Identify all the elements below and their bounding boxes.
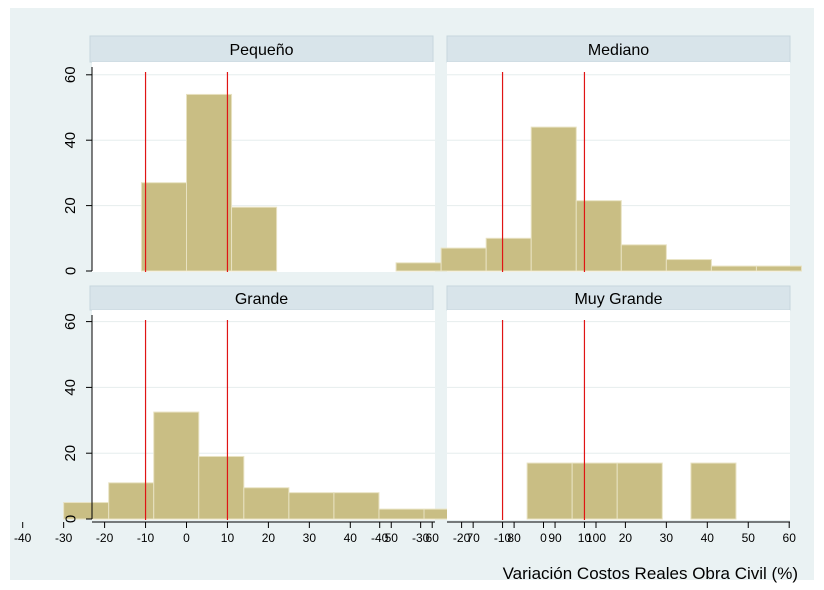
y-tick-label: 60: [62, 66, 79, 83]
histogram-bar: [153, 411, 200, 520]
x-tick-label: -40: [371, 531, 389, 545]
histogram-bar: [665, 259, 712, 272]
x-tick-label: 20: [262, 531, 276, 545]
x-tick-label: -20: [453, 531, 471, 545]
y-tick-label: 40: [62, 379, 79, 396]
x-axis-title: Variación Costos Reales Obra Civil (%): [503, 564, 798, 583]
histogram-bar: [395, 262, 442, 272]
histogram-bar: [378, 508, 425, 520]
histogram-bar: [690, 462, 737, 520]
x-tick-label: 20: [619, 531, 633, 545]
histogram-bar: [243, 487, 290, 520]
x-tick-label: 70: [466, 531, 480, 545]
y-tick-label: 40: [62, 132, 79, 149]
facet-panel: Grande 0 20 40 60 -40 -30 -20 -10 0 10 20 30 40 50 60 70…: [14, 285, 606, 545]
x-tick-label: 0: [540, 531, 547, 545]
x-tick-label: 60: [426, 531, 440, 545]
x-tick-label: 80: [507, 531, 521, 545]
x-tick-label: 100: [586, 531, 606, 545]
histogram-bar: [186, 93, 233, 272]
x-tick-label: -10: [137, 531, 155, 545]
y-tick-label: 0: [62, 267, 79, 275]
facet-panel: Muy Grande -40 -30 -20 -10 0 10 20 30 40 50 60 70 80 9…: [371, 285, 824, 545]
x-tick-label: 60: [783, 531, 797, 545]
x-tick-label: 50: [385, 531, 399, 545]
y-tick-label: 20: [62, 197, 79, 214]
x-tick-label: -40: [14, 531, 32, 545]
x-tick-label: 10: [221, 531, 235, 545]
x-tick-label: -30: [55, 531, 73, 545]
x-tick-label: -20: [96, 531, 114, 545]
x-tick-label: 30: [660, 531, 674, 545]
facet-strip: [446, 285, 791, 311]
facet-title: Grande: [235, 291, 288, 308]
histogram-bar: [620, 244, 667, 272]
histogram-bar: [575, 200, 622, 272]
facet-title: Muy Grande: [574, 291, 662, 308]
histogram-bar: [440, 247, 487, 272]
histogram-bar: [526, 462, 573, 520]
facet-title: Mediano: [588, 42, 649, 59]
x-tick-label: 90: [548, 531, 562, 545]
facet-title: Pequeño: [229, 42, 293, 59]
x-tick-label: -10: [494, 531, 512, 545]
x-tick-label: 40: [344, 531, 358, 545]
y-tick-label: 20: [62, 445, 79, 462]
facet-strip: [89, 285, 434, 311]
y-tick-label: 60: [62, 313, 79, 330]
facet-panel: Pequeño 0 20 40 60: [62, 35, 435, 275]
histogram-bar: [288, 492, 335, 520]
histogram-bar: [485, 237, 532, 272]
histogram-bar: [571, 462, 618, 520]
histogram-bar: [530, 126, 577, 272]
histogram-bar: [108, 482, 155, 520]
histogram-bar: [755, 265, 802, 272]
histogram-bar: [710, 265, 757, 272]
x-tick-label: -30: [412, 531, 430, 545]
facet-strip: [89, 35, 434, 63]
x-tick-label: 30: [303, 531, 317, 545]
x-tick-label: 10: [578, 531, 592, 545]
x-tick-label: 50: [742, 531, 756, 545]
facet-panels: Pequeño 0 20 40 60 Mediano Grande 0 20 40 60 -40 -30…: [14, 35, 824, 545]
x-tick-label: 0: [183, 531, 190, 545]
histogram-bar: [140, 182, 187, 272]
y-tick-label: 0: [62, 515, 79, 523]
histogram-bar: [198, 455, 245, 520]
facet-panel: Mediano: [395, 35, 802, 272]
x-tick-label: 40: [701, 531, 715, 545]
histogram-bar: [231, 206, 278, 272]
histogram-bar: [333, 492, 380, 520]
histogram-bar: [616, 462, 663, 520]
